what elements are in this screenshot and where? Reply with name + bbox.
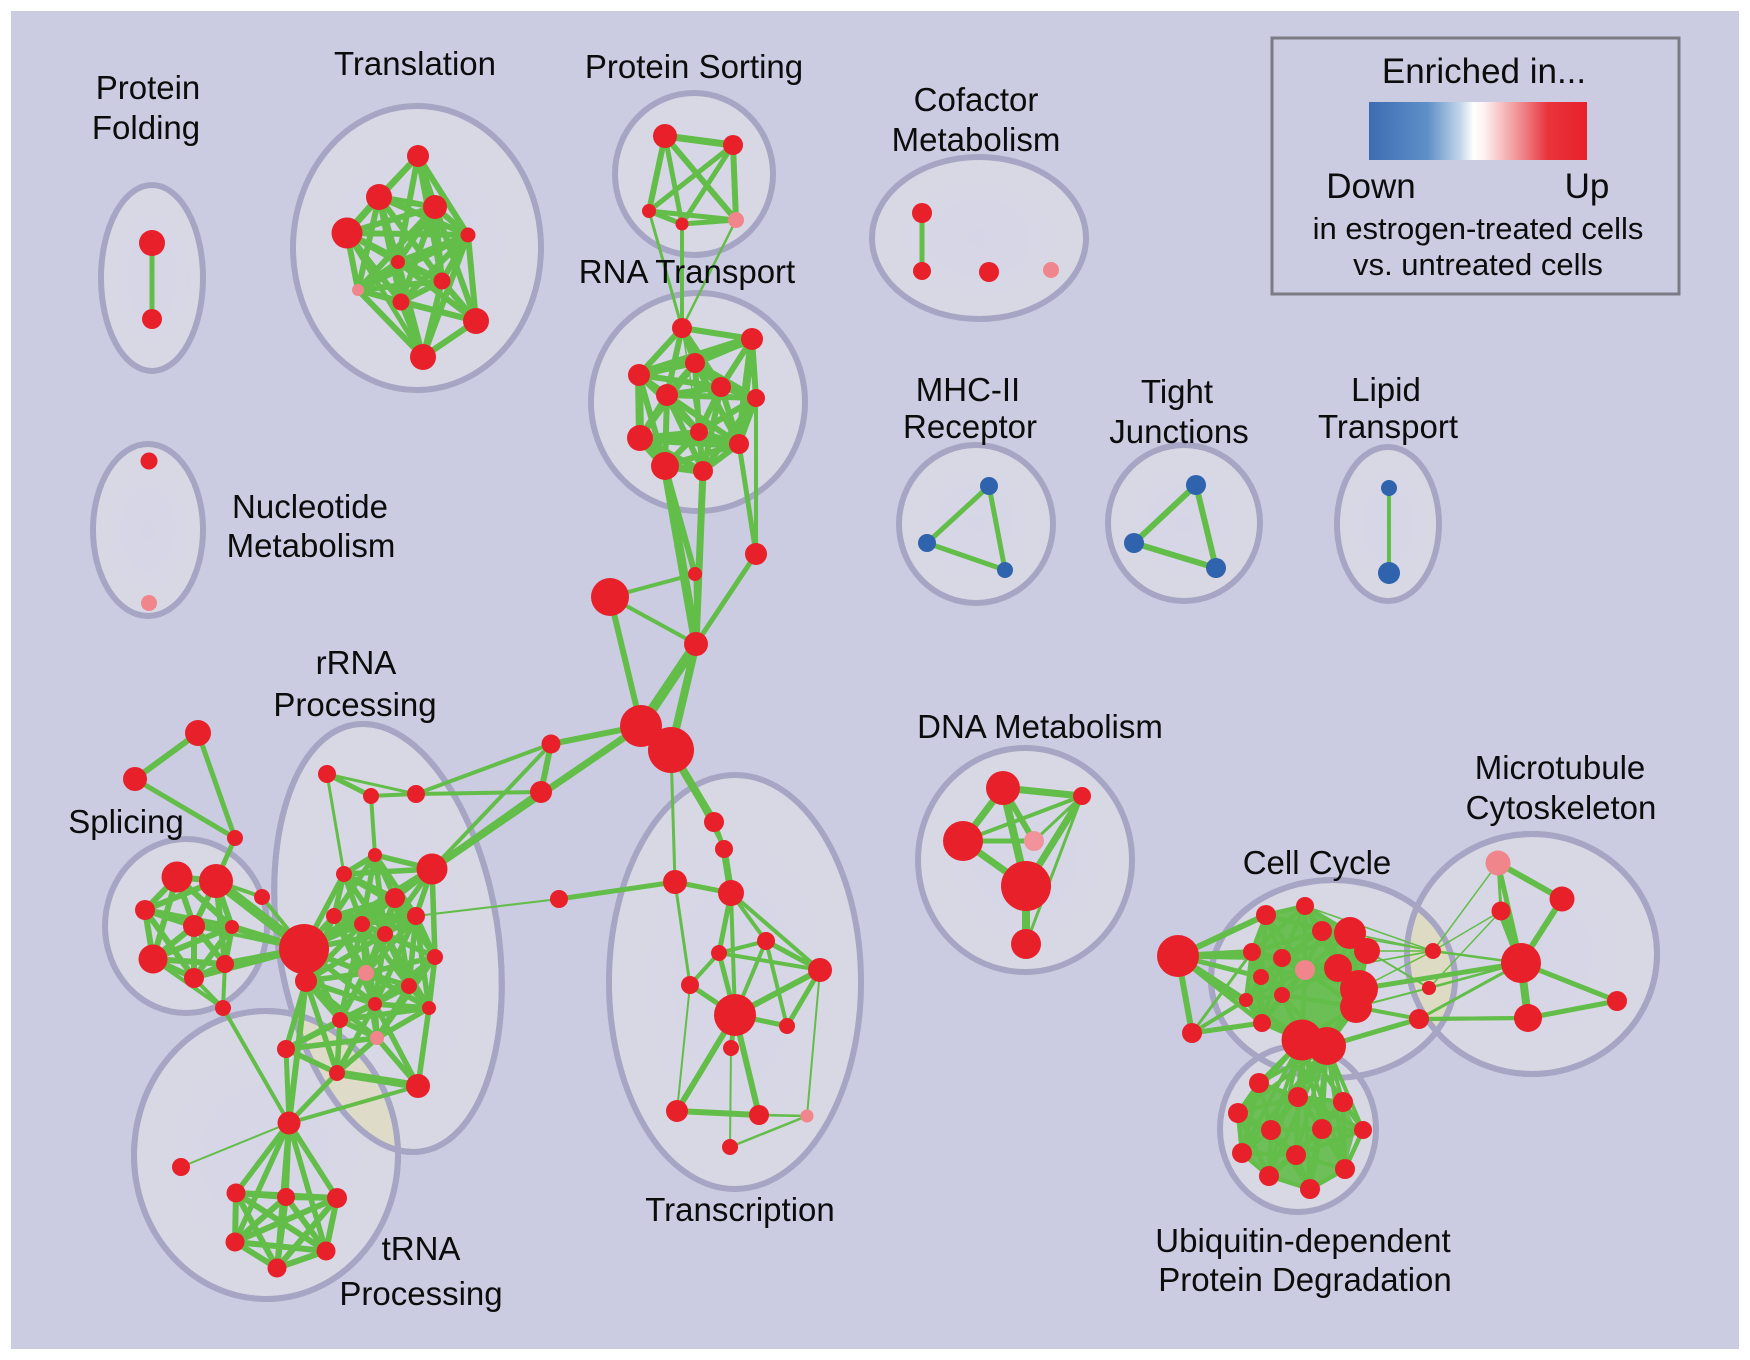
svg-text:Transport: Transport (1318, 408, 1458, 445)
svg-text:Translation: Translation (334, 45, 496, 82)
svg-text:Cell Cycle: Cell Cycle (1243, 844, 1392, 881)
svg-text:Transcription: Transcription (645, 1191, 835, 1228)
svg-text:Microtubule: Microtubule (1475, 749, 1646, 786)
svg-text:Processing: Processing (273, 686, 436, 723)
svg-text:Junctions: Junctions (1109, 413, 1248, 450)
svg-text:vs. untreated cells: vs. untreated cells (1353, 247, 1603, 282)
svg-text:Receptor: Receptor (903, 408, 1037, 445)
svg-text:MHC-II: MHC-II (916, 371, 1020, 408)
svg-text:Cofactor: Cofactor (914, 81, 1039, 118)
svg-text:Processing: Processing (339, 1275, 502, 1312)
svg-text:Enriched in...: Enriched in... (1382, 52, 1586, 91)
svg-text:Down: Down (1326, 167, 1415, 206)
svg-text:in estrogen-treated cells: in estrogen-treated cells (1313, 211, 1644, 246)
svg-text:Ubiquitin-dependent: Ubiquitin-dependent (1155, 1222, 1450, 1259)
svg-text:Nucleotide: Nucleotide (232, 488, 388, 525)
svg-text:Cytoskeleton: Cytoskeleton (1466, 789, 1657, 826)
svg-text:Lipid: Lipid (1351, 371, 1421, 408)
svg-text:Folding: Folding (92, 109, 200, 146)
svg-text:DNA Metabolism: DNA Metabolism (917, 708, 1163, 745)
svg-text:tRNA: tRNA (382, 1230, 461, 1267)
svg-text:Protein: Protein (96, 69, 201, 106)
svg-text:Protein Sorting: Protein Sorting (585, 48, 803, 85)
svg-text:RNA Transport: RNA Transport (579, 253, 795, 290)
svg-text:Protein Degradation: Protein Degradation (1158, 1261, 1452, 1298)
svg-text:Metabolism: Metabolism (892, 121, 1061, 158)
svg-text:Metabolism: Metabolism (227, 527, 396, 564)
svg-text:Splicing: Splicing (68, 803, 184, 840)
svg-text:rRNA: rRNA (316, 644, 397, 681)
svg-text:Tight: Tight (1141, 373, 1213, 410)
svg-text:Up: Up (1565, 167, 1610, 206)
